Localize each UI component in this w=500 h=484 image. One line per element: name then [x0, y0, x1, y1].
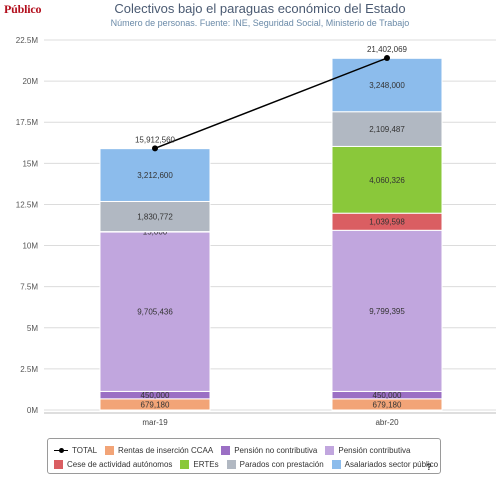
- bar-segment: [99, 200, 211, 233]
- legend-swatch: [221, 445, 231, 455]
- data-label: 3,212,600: [137, 171, 173, 180]
- bar-segment: [331, 229, 443, 392]
- y-tick-label: 0M: [27, 406, 38, 415]
- data-label: 450,000: [373, 391, 402, 400]
- legend-item-asalariados[interactable]: Asalariados sector público: [331, 459, 439, 469]
- legend-swatch: [331, 459, 341, 469]
- data-label: 1,830,772: [137, 213, 173, 222]
- data-label: 450,000: [141, 391, 170, 400]
- total-line: [154, 57, 388, 150]
- legend-item-cese-actividad[interactable]: Cese de actividad autónomos: [54, 459, 173, 469]
- legend-label: Asalariados sector público: [344, 459, 439, 469]
- data-label: 4,060,326: [369, 176, 405, 185]
- y-tick-label: 12.5M: [16, 200, 39, 209]
- data-label: 679,180: [373, 400, 402, 409]
- legend-item-pension-no-contributiva[interactable]: Pensión no contributiva: [221, 445, 318, 455]
- total-point: [384, 55, 390, 62]
- data-label: 9,705,436: [137, 308, 173, 317]
- x-tick-label: abr-20: [375, 418, 399, 427]
- data-label: 679,180: [141, 400, 170, 409]
- legend-label: Cese de actividad autónomos: [67, 459, 173, 469]
- total-label: 21,402,069: [367, 45, 408, 54]
- legend-label: Rentas de inserción CCAA: [118, 445, 214, 455]
- legend-swatch: [54, 459, 63, 469]
- data-label: 1,039,598: [369, 218, 405, 227]
- legend-item-rentas[interactable]: Rentas de inserción CCAA: [105, 445, 214, 455]
- data-label: 9,799,395: [369, 307, 405, 316]
- y-tick-label: 5M: [27, 324, 38, 333]
- total-label: 15,912,560: [135, 135, 176, 144]
- chart-plot: 0M 2.5M 5M 7.5M 10M 12.5M 15M 17.5M 20M 22.5M 679,…: [16, 36, 496, 427]
- legend-label: Pensión contributiva: [338, 445, 411, 455]
- y-tick-label: 2.5M: [20, 365, 38, 374]
- bar-segment: [331, 145, 443, 214]
- legend-swatch: [226, 459, 236, 469]
- legend-label: Parados con prestación: [239, 459, 324, 469]
- bar-segment: [99, 148, 211, 202]
- legend-swatch: [105, 445, 115, 455]
- legend-label: Pensión no contributiva: [234, 445, 318, 455]
- y-tick-label: 17.5M: [16, 118, 39, 127]
- legend-more-icon[interactable]: ?: [426, 462, 432, 472]
- legend-swatch: [180, 459, 190, 469]
- x-tick-label: mar-19: [142, 418, 168, 427]
- legend-item-total[interactable]: TOTAL: [54, 446, 97, 455]
- y-tick-label: 22.5M: [16, 36, 39, 45]
- legend-item-pension-contributiva[interactable]: Pensión contributiva: [325, 445, 411, 455]
- legend-item-ertes[interactable]: ERTEs: [180, 459, 219, 469]
- legend-swatch: [325, 445, 335, 455]
- data-label: 15,000: [143, 228, 168, 237]
- y-tick-label: 15M: [22, 159, 38, 168]
- y-tick-label: 20M: [22, 77, 38, 86]
- legend-label: ERTEs: [193, 459, 219, 469]
- legend-item-parados[interactable]: Parados con prestación: [226, 459, 324, 469]
- y-tick-label: 7.5M: [20, 283, 38, 292]
- chart-title: Colectivos bajo el paraguas económico de…: [114, 1, 406, 16]
- chart-subtitle: Número de personas. Fuente: INE, Segurid…: [110, 18, 410, 28]
- y-tick-label: 10M: [22, 242, 38, 251]
- publico-logo: Público: [4, 2, 42, 16]
- data-label: 3,248,000: [369, 81, 405, 90]
- legend-line-icon: [54, 446, 68, 455]
- chart-legend[interactable]: TOTAL Rentas de inserción CCAA Pensión n…: [47, 438, 441, 474]
- bar-segment: [331, 111, 443, 147]
- legend-label: TOTAL: [72, 445, 98, 455]
- data-label: 2,109,487: [369, 125, 405, 134]
- total-point: [152, 145, 158, 152]
